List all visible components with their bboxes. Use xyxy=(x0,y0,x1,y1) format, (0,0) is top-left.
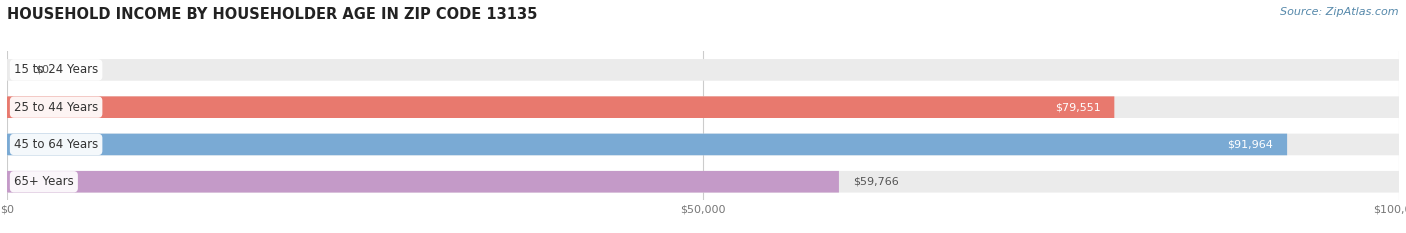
FancyBboxPatch shape xyxy=(7,96,1399,118)
Text: $79,551: $79,551 xyxy=(1054,102,1101,112)
Text: HOUSEHOLD INCOME BY HOUSEHOLDER AGE IN ZIP CODE 13135: HOUSEHOLD INCOME BY HOUSEHOLDER AGE IN Z… xyxy=(7,7,537,22)
FancyBboxPatch shape xyxy=(7,134,1286,155)
FancyBboxPatch shape xyxy=(7,171,1399,192)
Text: $59,766: $59,766 xyxy=(853,177,898,187)
Text: 45 to 64 Years: 45 to 64 Years xyxy=(14,138,98,151)
Text: $91,964: $91,964 xyxy=(1227,140,1274,149)
Text: 65+ Years: 65+ Years xyxy=(14,175,73,188)
FancyBboxPatch shape xyxy=(7,134,1399,155)
FancyBboxPatch shape xyxy=(7,96,1115,118)
Text: $0: $0 xyxy=(35,65,49,75)
FancyBboxPatch shape xyxy=(7,59,1399,81)
Text: Source: ZipAtlas.com: Source: ZipAtlas.com xyxy=(1281,7,1399,17)
FancyBboxPatch shape xyxy=(7,171,839,192)
Text: 15 to 24 Years: 15 to 24 Years xyxy=(14,63,98,76)
Text: 25 to 44 Years: 25 to 44 Years xyxy=(14,101,98,114)
